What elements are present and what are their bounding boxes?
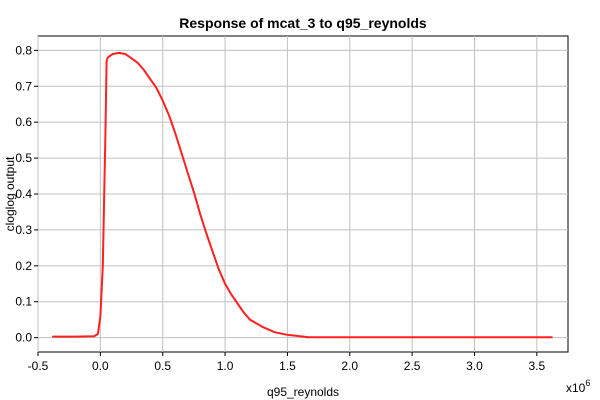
y-tick-label: 0.1	[15, 295, 32, 309]
y-tick-label: 0.4	[15, 187, 32, 201]
chart-title: Response of mcat_3 to q95_reynolds	[179, 15, 427, 31]
y-tick-label: 0.0	[15, 331, 32, 345]
y-tick-label: 0.6	[15, 115, 32, 129]
y-tick-label: 0.5	[15, 151, 32, 165]
x-tick-label: -0.5	[28, 359, 49, 373]
y-tick-label: 0.3	[15, 223, 32, 237]
y-tick-label: 0.8	[15, 43, 32, 57]
x-axis-ticks: -0.5 0.0 0.5 1.0 1.5 2.0 2.5 3.0 3.5	[28, 352, 545, 373]
x-tick-label: 0.5	[154, 359, 171, 373]
y-gridlines	[38, 49, 568, 339]
y-tick-label: 0.2	[15, 259, 32, 273]
x-tick-label: 2.5	[404, 359, 421, 373]
x-tick-label: 1.0	[217, 359, 234, 373]
x-axis-multiplier-base: x10	[566, 381, 586, 395]
x-tick-label: 3.5	[528, 359, 545, 373]
y-tick-label: 0.7	[15, 79, 32, 93]
y-axis-ticks: 0.0 0.1 0.2 0.3 0.4 0.5 0.6 0.7 0.8	[15, 43, 38, 345]
x-tick-label: 1.5	[279, 359, 296, 373]
x-axis-label: q95_reynolds	[267, 385, 339, 399]
response-curve	[52, 51, 553, 339]
x-tick-label: 3.0	[466, 359, 483, 373]
series-layer	[52, 51, 553, 339]
y-axis-label: cloglog output	[3, 156, 17, 231]
x-axis-multiplier: x106	[566, 378, 590, 395]
x-axis-multiplier-exponent: 6	[585, 378, 590, 388]
x-tick-label: 2.0	[341, 359, 358, 373]
x-tick-label: 0.0	[92, 359, 109, 373]
